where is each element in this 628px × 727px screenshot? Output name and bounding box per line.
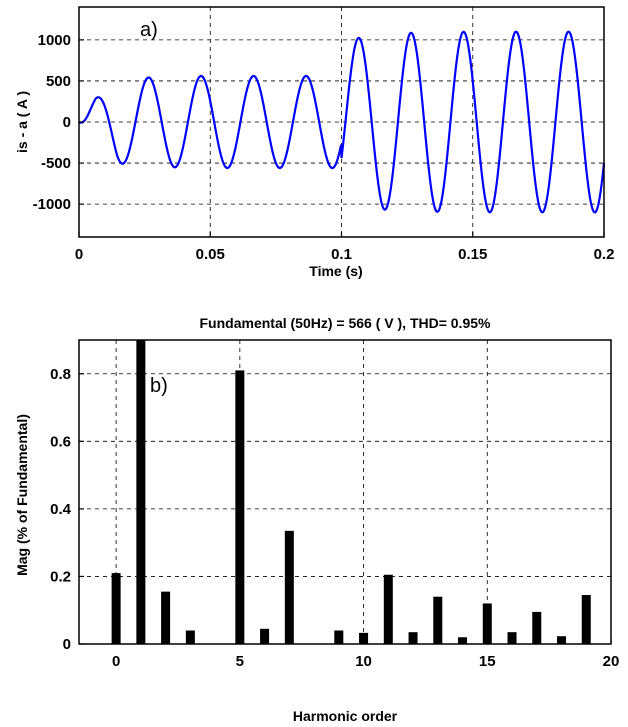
current-x-tick-label: 0.05 bbox=[196, 246, 225, 263]
current-y-ticks: 1000 500 0 -500 -1000 bbox=[33, 32, 84, 213]
harmonic-bar bbox=[235, 370, 245, 644]
current-x-ticks: 0 0.05 0.1 0.15 0.2 bbox=[75, 232, 615, 263]
harmonic-bar bbox=[458, 637, 468, 644]
current-grid bbox=[79, 7, 604, 237]
current-y-tick-label: -500 bbox=[41, 155, 71, 172]
current-x-tick-label: 0.15 bbox=[458, 246, 487, 263]
current-x-tick-label: 0.1 bbox=[331, 246, 352, 263]
harmonic-bars bbox=[111, 340, 591, 644]
spectrum-y-tick-label: 0.2 bbox=[50, 568, 71, 585]
harmonic-spectrum-chart: Fundamental (50Hz) = 566 ( V ), THD= 0.9… bbox=[14, 315, 619, 724]
harmonic-bar bbox=[260, 628, 270, 644]
harmonic-bar bbox=[359, 632, 369, 644]
current-y-axis-label: is - a ( A ) bbox=[14, 91, 30, 153]
current-y-tick-label: -1000 bbox=[33, 196, 71, 213]
current-x-tick-label: 0.2 bbox=[594, 246, 615, 263]
harmonic-bar bbox=[581, 595, 591, 644]
spectrum-title: Fundamental (50Hz) = 566 ( V ), THD= 0.9… bbox=[200, 315, 492, 331]
spectrum-x-axis-label: Harmonic order bbox=[293, 708, 398, 724]
harmonic-bar bbox=[433, 596, 443, 644]
spectrum-y-tick-label: 0.4 bbox=[50, 501, 72, 518]
current-x-axis-label: Time (s) bbox=[309, 263, 362, 279]
harmonic-bar bbox=[334, 630, 344, 644]
spectrum-x-tick-label: 0 bbox=[112, 653, 120, 670]
harmonic-bar bbox=[136, 340, 146, 644]
harmonic-bar bbox=[557, 636, 567, 644]
harmonic-bar bbox=[507, 632, 517, 644]
harmonic-bar bbox=[383, 574, 393, 644]
spectrum-y-tick-label: 0.8 bbox=[50, 366, 71, 383]
current-y-tick-label: 0 bbox=[63, 114, 71, 131]
spectrum-x-ticks: 0 5 10 15 20 bbox=[112, 639, 619, 670]
harmonic-bar bbox=[161, 591, 171, 644]
spectrum-x-tick-label: 15 bbox=[479, 653, 496, 670]
current-y-tick-label: 500 bbox=[46, 73, 71, 90]
panel-b-label: b) bbox=[150, 375, 168, 397]
harmonic-bar bbox=[185, 630, 195, 644]
spectrum-x-tick-label: 20 bbox=[603, 653, 620, 670]
spectrum-y-axis-label: Mag (% of Fundamental) bbox=[14, 414, 30, 576]
panel-a-label: a) bbox=[140, 19, 158, 41]
current-waveform-chart: 0 0.05 0.1 0.15 0.2 1000 500 0 -500 -1000 a) Tim… bbox=[14, 6, 615, 279]
spectrum-plot-frame bbox=[78, 339, 612, 645]
harmonic-bar bbox=[408, 632, 418, 644]
phase-a-current-series-line bbox=[78, 30, 606, 214]
current-y-tick-label: 1000 bbox=[38, 32, 71, 49]
spectrum-y-tick-label: 0.6 bbox=[50, 433, 71, 450]
current-x-tick-label: 0 bbox=[75, 246, 83, 263]
harmonic-bar bbox=[284, 530, 294, 644]
spectrum-x-tick-label: 10 bbox=[355, 653, 372, 670]
harmonic-bar bbox=[532, 611, 542, 644]
spectrum-y-tick-label: 0 bbox=[63, 636, 71, 653]
harmonic-bar bbox=[482, 603, 492, 644]
harmonic-bar bbox=[111, 573, 121, 644]
spectrum-x-tick-label: 5 bbox=[236, 653, 244, 670]
spectrum-y-ticks: 0 0.2 0.4 0.6 0.8 bbox=[50, 366, 84, 653]
